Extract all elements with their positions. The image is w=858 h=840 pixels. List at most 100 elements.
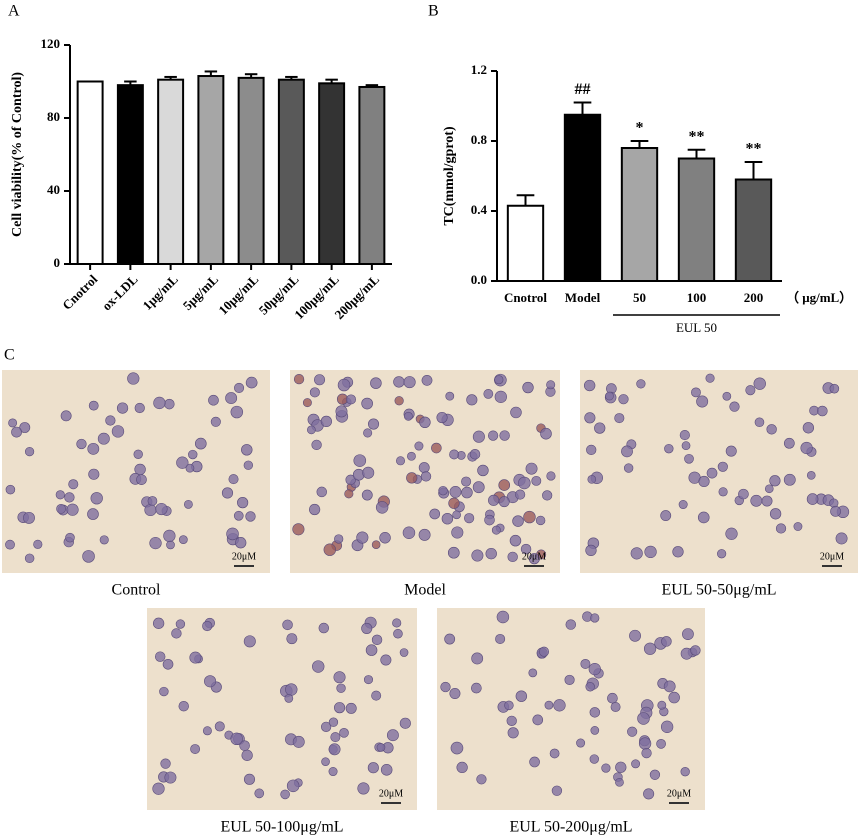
bar <box>76 80 104 265</box>
cell <box>97 432 110 445</box>
cell <box>386 729 399 742</box>
cell <box>753 377 766 390</box>
cell <box>775 523 787 534</box>
cell <box>515 690 528 702</box>
y-tick-label: 80 <box>47 109 60 124</box>
bar <box>506 204 545 282</box>
cell <box>531 475 542 486</box>
cell <box>19 422 31 433</box>
panel-label: C <box>4 347 15 364</box>
y-tick-label: 0.0 <box>471 272 487 287</box>
cell <box>230 405 244 419</box>
cell <box>363 428 373 438</box>
cell <box>380 764 393 776</box>
cell <box>153 396 166 410</box>
cell <box>498 496 510 508</box>
panel-label: A <box>8 3 20 20</box>
cell <box>243 635 256 648</box>
cell <box>208 394 219 406</box>
cell <box>309 387 320 398</box>
cell <box>345 702 357 714</box>
cell <box>518 476 531 490</box>
cell <box>498 479 511 491</box>
cell <box>133 449 143 459</box>
cell <box>76 438 87 450</box>
cell <box>589 754 599 764</box>
cell <box>321 757 330 766</box>
cell <box>254 788 265 799</box>
cell <box>725 445 737 457</box>
cell <box>5 484 16 495</box>
cell <box>361 397 373 410</box>
cell <box>379 532 391 544</box>
x-tick-label: 10μg/mL <box>215 271 261 317</box>
cell <box>160 758 171 769</box>
x-tick-label: Cnotrol <box>504 290 547 305</box>
cell <box>629 629 641 642</box>
cell <box>769 475 781 487</box>
bar <box>734 178 773 282</box>
cell <box>87 508 99 520</box>
cell <box>722 391 732 401</box>
cell <box>370 377 382 389</box>
cell <box>684 453 694 464</box>
cell <box>587 475 597 484</box>
cell <box>105 415 116 426</box>
cell <box>469 448 481 460</box>
cell <box>183 499 193 509</box>
cell <box>532 714 544 726</box>
cell <box>361 489 373 501</box>
cell <box>615 777 624 787</box>
cell <box>403 411 413 421</box>
cell <box>522 381 534 394</box>
cell <box>717 461 728 472</box>
cell <box>476 774 487 785</box>
micrograph <box>147 608 417 810</box>
cell <box>175 619 186 629</box>
cell <box>233 510 244 521</box>
cell <box>418 462 430 473</box>
cell <box>431 442 442 454</box>
cell <box>134 402 145 414</box>
cell <box>738 488 749 500</box>
cell <box>396 456 406 466</box>
cell <box>448 497 460 509</box>
scale-label: 20μM <box>667 788 691 799</box>
cell <box>90 492 103 505</box>
cell <box>210 416 221 427</box>
cell <box>585 682 595 692</box>
cell <box>316 486 327 498</box>
cell <box>371 540 381 549</box>
cell <box>164 771 177 784</box>
cell <box>660 510 672 521</box>
y-tick-label: 40 <box>47 182 60 197</box>
cell <box>506 715 517 726</box>
cell <box>241 749 253 761</box>
cell <box>696 395 709 408</box>
cell <box>750 494 763 507</box>
cell <box>495 633 506 644</box>
cell <box>116 402 129 414</box>
cell <box>449 688 461 699</box>
cell <box>302 398 312 408</box>
cell <box>610 702 621 712</box>
cell <box>335 405 348 418</box>
cell <box>190 744 201 754</box>
cell <box>472 430 485 443</box>
cell <box>337 378 351 392</box>
cell <box>466 394 478 406</box>
cell <box>471 652 484 665</box>
cell <box>420 471 432 482</box>
cell <box>660 720 674 733</box>
cell <box>679 429 690 441</box>
cell <box>202 620 213 632</box>
cell <box>483 389 494 399</box>
cell <box>99 535 109 545</box>
cell <box>292 735 305 748</box>
cell <box>549 748 560 759</box>
cell <box>226 527 239 541</box>
cell <box>627 726 638 737</box>
cell <box>64 492 75 503</box>
cell <box>318 622 330 634</box>
